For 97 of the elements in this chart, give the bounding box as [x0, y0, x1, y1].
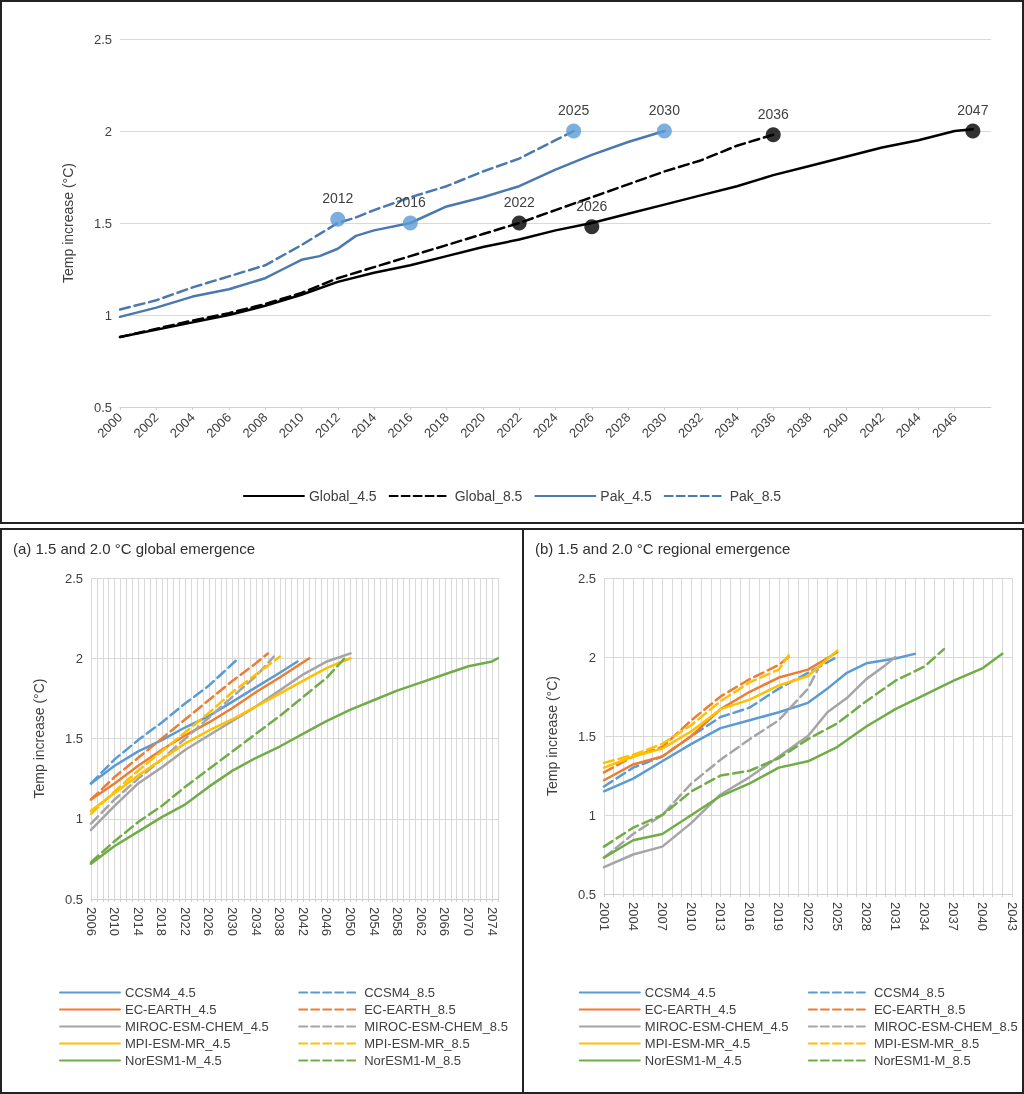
legend-label: MPI-ESM-MR_4.5: [125, 1036, 231, 1051]
y-tick-label: 0.5: [64, 891, 83, 907]
x-tick-label: 2007: [654, 902, 670, 931]
y-tick-label: 1: [75, 811, 83, 827]
y-axis-title: Temp increase (°C): [544, 676, 560, 796]
annotation: 2036: [757, 105, 790, 122]
x-tick-label: 2038: [272, 907, 288, 936]
x-tick-label: 2054: [366, 907, 382, 936]
point: [402, 215, 418, 231]
x-tick-label: 2010: [683, 902, 699, 931]
line-series: [602, 652, 917, 793]
y-tick-label: 2: [104, 123, 112, 139]
x-tick-label: 2034: [917, 902, 933, 931]
legend-label: MPI-ESM-MR_8.5: [873, 1036, 980, 1051]
annotation: 2047: [957, 102, 989, 118]
y-tick-label: 2: [75, 650, 83, 666]
x-tick-label: 2058: [390, 907, 406, 936]
point: [765, 127, 781, 143]
x-tick-label: 2040: [975, 902, 991, 931]
y-tick-label: 1: [588, 807, 596, 823]
y-tick-label: 2.5: [64, 570, 83, 586]
y-tick-label: 2.5: [577, 570, 596, 586]
legend-label: CCSM4_8.5: [873, 985, 945, 1000]
chart-title: (b) 1.5 and 2.0 °C regional emergence: [535, 540, 791, 557]
legend-label: CCSM4_4.5: [644, 985, 716, 1000]
x-tick-label: 2028: [858, 902, 874, 931]
annotation: 2025: [558, 102, 590, 118]
y-axis-title: Temp increase (°C): [60, 163, 76, 283]
x-tick-label: 2043: [1004, 902, 1020, 931]
annotation: 2030: [648, 102, 681, 118]
legend-label: EC-EARTH_4.5: [125, 1002, 217, 1017]
point: [656, 123, 672, 139]
point: [566, 123, 582, 139]
legend-label: MIROC-ESM-CHEM_4.5: [125, 1019, 269, 1034]
y-tick-label: 0.5: [577, 886, 596, 902]
legend-label: EC-EARTH_4.5: [644, 1002, 737, 1017]
annotation: 2016: [394, 194, 427, 210]
x-tick-label: 2062: [413, 907, 429, 936]
x-tick-label: 2018: [154, 907, 170, 936]
line-series: [602, 652, 1004, 859]
legend-label: Pak_4.5: [600, 488, 652, 504]
x-tick-label: 2016: [742, 902, 758, 931]
x-tick-label: 2013: [713, 902, 729, 931]
x-tick-label: 2004: [625, 902, 641, 931]
point: [584, 219, 600, 235]
legend-label: CCSM4_8.5: [364, 985, 436, 1000]
point: [511, 215, 527, 231]
legend-label: EC-EARTH_8.5: [873, 1002, 966, 1017]
x-tick-label: 2050: [343, 907, 359, 936]
x-tick-label: 2010: [107, 907, 123, 936]
y-axis-title: Temp increase (°C): [31, 678, 47, 799]
legend-label: NorESM1-M_4.5: [125, 1053, 222, 1068]
x-tick-label: 2046: [319, 907, 335, 936]
y-tick-label: 2: [588, 649, 596, 665]
x-tick-label: 2022: [800, 902, 816, 931]
legend-label: Global_8.5: [454, 488, 523, 504]
legend-label: CCSM4_4.5: [125, 985, 196, 1000]
legend-label: MPI-ESM-MR_8.5: [364, 1036, 470, 1051]
x-tick-label: 2066: [437, 907, 453, 936]
legend-label: MIROC-ESM-CHEM_4.5: [644, 1019, 789, 1034]
x-tick-label: 2034: [248, 907, 264, 936]
x-tick-label: 2014: [130, 907, 146, 936]
x-tick-label: 2006: [83, 907, 99, 936]
legend-label: MIROC-ESM-CHEM_8.5: [364, 1019, 508, 1034]
x-tick-label: 2031: [887, 902, 903, 931]
x-tick-label: 2019: [771, 902, 787, 931]
x-tick-label: 2070: [461, 907, 477, 936]
x-tick-label: 2022: [177, 907, 193, 936]
legend-label: EC-EARTH_8.5: [364, 1002, 456, 1017]
x-tick-label: 2030: [225, 907, 241, 936]
point: [965, 123, 981, 139]
x-tick-label: 2074: [484, 907, 500, 936]
point: [330, 211, 346, 227]
chart-title: (a) 1.5 and 2.0 °C global emergence: [13, 540, 255, 557]
y-tick-label: 1.5: [64, 731, 83, 746]
annotation: 2026: [576, 197, 608, 214]
legend-label: Pak_8.5: [729, 488, 782, 504]
legend-label: Global_4.5: [308, 488, 377, 504]
line-series: [602, 655, 897, 869]
legend-label: NorESM1-M_8.5: [873, 1053, 971, 1068]
annotation: 2022: [503, 194, 535, 210]
legend-label: MPI-ESM-MR_4.5: [644, 1036, 751, 1051]
line-series: [602, 647, 946, 848]
legend-label: MIROC-ESM-CHEM_8.5: [873, 1019, 1018, 1034]
y-tick-label: 1.5: [577, 728, 596, 744]
x-tick-label: 2037: [946, 902, 962, 931]
x-tick-label: 2026: [201, 907, 217, 936]
y-tick-label: 2.5: [93, 31, 112, 47]
x-tick-label: 2042: [295, 907, 311, 936]
x-tick-label: 2001: [596, 902, 612, 931]
legend-label: NorESM1-M_8.5: [364, 1053, 462, 1068]
y-tick-label: 1.5: [93, 215, 112, 231]
x-tick-label: 2025: [829, 902, 845, 931]
y-tick-label: 1: [104, 307, 112, 323]
legend-label: NorESM1-M_4.5: [644, 1053, 742, 1068]
y-tick-label: 0.5: [93, 399, 112, 415]
annotation: 2012: [322, 190, 354, 207]
